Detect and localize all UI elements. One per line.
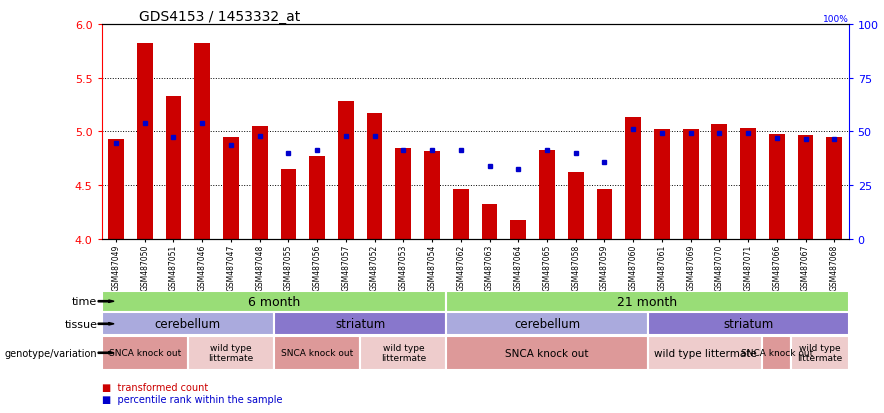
Bar	[194, 44, 210, 240]
Bar	[274, 336, 361, 370]
Bar	[539, 150, 555, 240]
Bar	[763, 336, 791, 370]
Text: cerebellum: cerebellum	[514, 318, 580, 330]
Bar	[367, 114, 383, 240]
Bar	[137, 44, 153, 240]
Bar	[102, 336, 188, 370]
Bar	[568, 173, 583, 240]
Bar	[740, 129, 756, 240]
Bar	[102, 291, 446, 312]
Bar	[446, 336, 648, 370]
Text: GDS4153 / 1453332_at: GDS4153 / 1453332_at	[139, 10, 301, 24]
Bar	[446, 291, 849, 312]
Bar	[654, 130, 670, 240]
Text: SNCA knock out: SNCA knock out	[281, 349, 354, 357]
Text: 21 month: 21 month	[617, 295, 678, 308]
Bar	[682, 130, 698, 240]
Text: SNCA knock out: SNCA knock out	[741, 349, 813, 357]
Bar	[165, 97, 181, 240]
Text: genotype/variation: genotype/variation	[4, 348, 97, 358]
Text: ■  percentile rank within the sample: ■ percentile rank within the sample	[102, 394, 282, 404]
Bar	[274, 313, 446, 335]
Bar	[446, 313, 648, 335]
Text: cerebellum: cerebellum	[155, 318, 221, 330]
Bar	[482, 204, 498, 240]
Text: wild type
littermate: wild type littermate	[381, 343, 426, 363]
Bar	[769, 134, 785, 240]
Bar	[223, 138, 239, 240]
Bar	[648, 336, 763, 370]
Bar	[510, 220, 526, 240]
Text: SNCA knock out: SNCA knock out	[506, 348, 589, 358]
Bar	[827, 138, 842, 240]
Text: 6 month: 6 month	[248, 295, 301, 308]
Bar	[712, 125, 728, 240]
Bar	[361, 336, 446, 370]
Bar	[338, 102, 354, 240]
Bar	[309, 157, 325, 240]
Bar	[797, 135, 813, 240]
Bar	[453, 189, 469, 240]
Bar	[102, 313, 274, 335]
Bar	[280, 170, 296, 240]
Bar	[188, 336, 274, 370]
Text: wild type littermate: wild type littermate	[653, 348, 757, 358]
Text: striatum: striatum	[335, 318, 385, 330]
Bar	[648, 313, 849, 335]
Text: striatum: striatum	[723, 318, 774, 330]
Bar	[252, 127, 268, 240]
Bar	[625, 118, 641, 240]
Text: tissue: tissue	[65, 319, 97, 329]
Text: 100%: 100%	[823, 15, 849, 24]
Text: ■  transformed count: ■ transformed count	[102, 382, 208, 392]
Bar	[424, 152, 440, 240]
Bar	[395, 148, 411, 240]
Bar	[597, 189, 613, 240]
Text: SNCA knock out: SNCA knock out	[109, 349, 181, 357]
Bar	[791, 336, 849, 370]
Text: wild type
littermate: wild type littermate	[797, 343, 842, 363]
Bar	[108, 140, 124, 240]
Text: time: time	[72, 297, 97, 306]
Text: wild type
littermate: wild type littermate	[209, 343, 254, 363]
